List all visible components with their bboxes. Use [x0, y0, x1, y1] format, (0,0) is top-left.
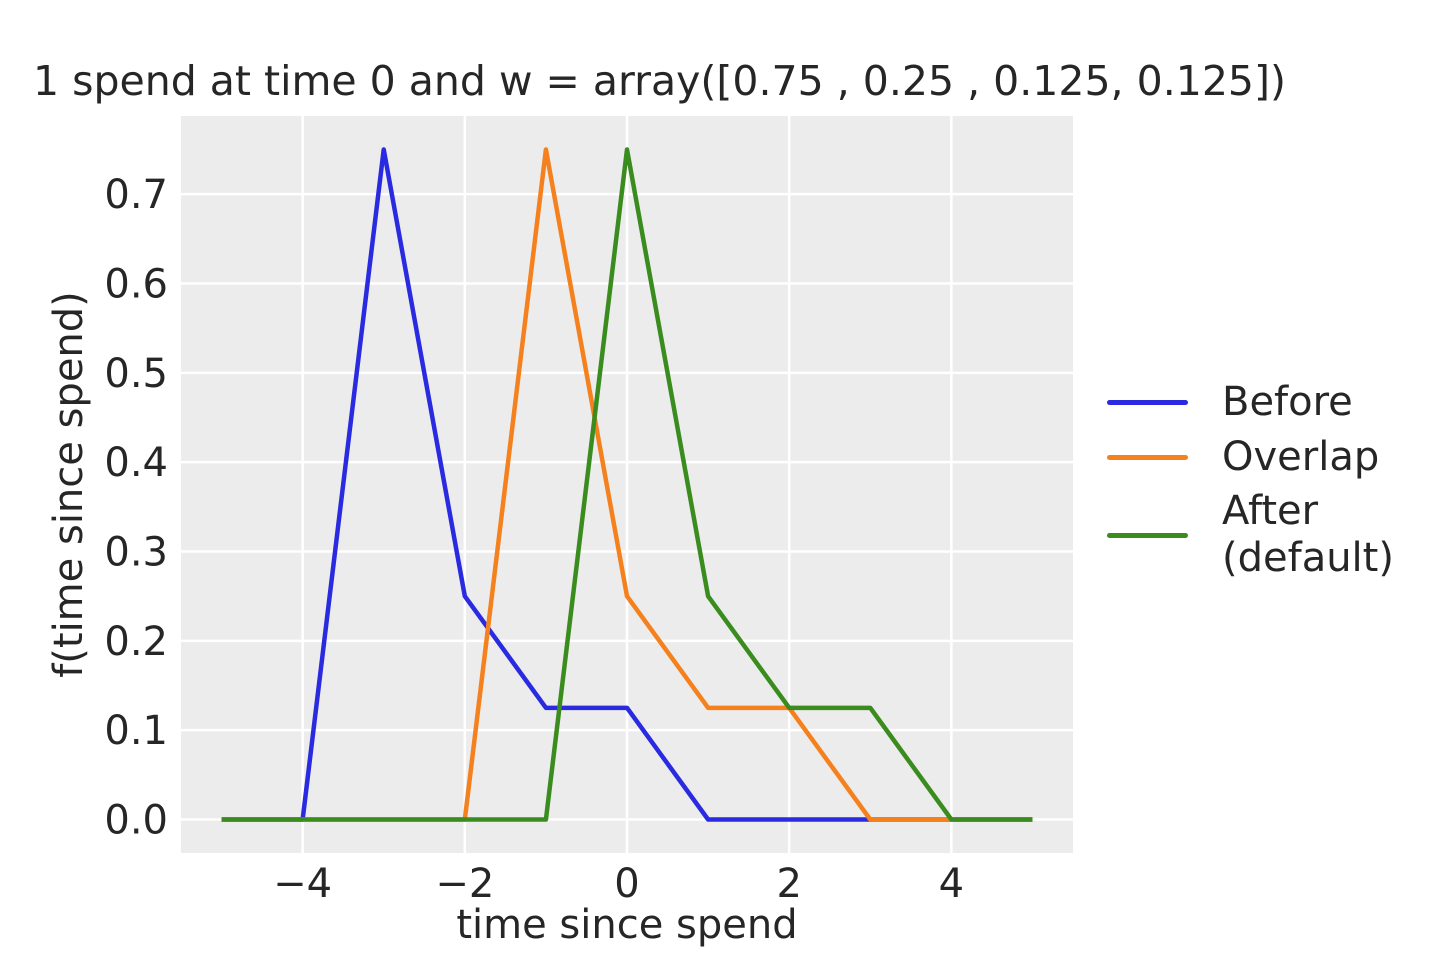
x-tick-label: 4 [939, 861, 964, 907]
x-tick-label: 0 [614, 861, 639, 907]
legend-entry-before: Before [1107, 379, 1394, 426]
x-tick-label: 2 [776, 861, 801, 907]
y-tick-label: 0.1 [104, 708, 168, 754]
y-axis-label: f(time since spend) [46, 291, 92, 678]
x-tick-label: −2 [435, 861, 494, 907]
x-axis-label: time since spend [456, 902, 797, 948]
legend-line-before-icon [1107, 400, 1188, 405]
y-tick-label: 0.6 [104, 262, 168, 308]
series-line-before [221, 147, 1033, 822]
y-tick-label: 0.0 [104, 798, 168, 844]
legend-label-after-default: After (default) [1222, 488, 1394, 581]
y-tick-label: 0.5 [104, 351, 168, 397]
legend-label-before: Before [1222, 379, 1353, 425]
y-tick-label: 0.4 [104, 440, 168, 486]
legend-line-overlap-icon [1107, 455, 1188, 460]
legend-entry-overlap: Overlap [1107, 434, 1394, 481]
y-tick-label: 0.3 [104, 530, 168, 576]
series-line-after-default [221, 147, 1033, 822]
legend-line-after-default-icon [1107, 532, 1188, 538]
legend: Before Overlap After (default) [1107, 379, 1394, 582]
chart-title: 1 spend at time 0 and w = array([0.75 , … [33, 57, 1286, 105]
y-tick-label: 0.2 [104, 619, 168, 665]
legend-entry-after-default: After (default) [1107, 488, 1394, 582]
x-tick-label: −4 [273, 861, 332, 907]
legend-label-overlap: Overlap [1222, 434, 1380, 480]
series-line-overlap [221, 147, 1033, 822]
y-tick-label: 0.7 [104, 172, 168, 218]
